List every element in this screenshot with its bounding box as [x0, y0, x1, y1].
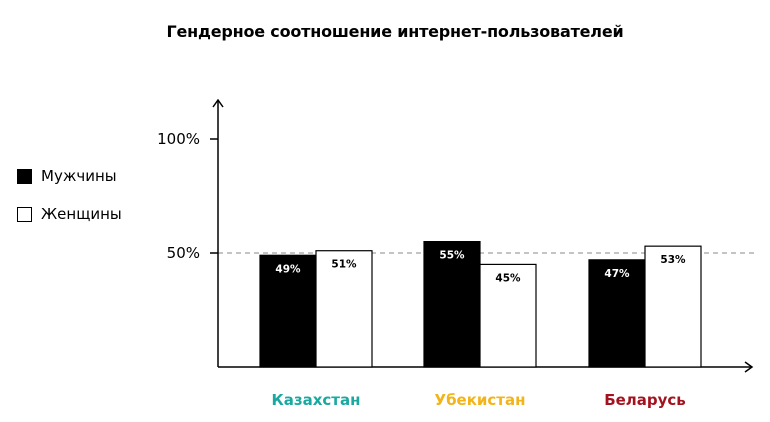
bar-men — [423, 241, 481, 368]
data-label: 49% — [275, 263, 301, 275]
legend-item-women: Женщины — [17, 203, 122, 225]
legend-label-men: Мужчины — [41, 167, 117, 185]
legend: Мужчины Женщины — [17, 165, 122, 241]
bar-men — [259, 254, 317, 368]
data-label: 47% — [604, 268, 630, 280]
legend-swatch-men — [17, 168, 32, 184]
category-label: Казахстан — [272, 391, 361, 409]
legend-label-women: Женщины — [41, 205, 122, 223]
bar-women — [479, 263, 537, 368]
category-label: Беларусь — [604, 391, 686, 409]
data-label: 53% — [660, 254, 686, 266]
y-axis-arrow — [212, 98, 224, 108]
bar-women — [315, 250, 373, 368]
data-label: 51% — [331, 259, 357, 271]
category-label: Убекистан — [435, 391, 526, 409]
data-label: 55% — [439, 250, 465, 262]
y-tick-label: 100% — [157, 130, 200, 148]
y-tick-label: 50% — [167, 244, 200, 262]
data-label: 45% — [495, 272, 521, 284]
legend-swatch-women — [17, 206, 32, 222]
bar-women — [644, 245, 702, 368]
x-axis-arrow — [744, 361, 754, 373]
chart-title: Гендерное соотношение интернет-пользоват… — [166, 22, 624, 41]
legend-item-men: Мужчины — [17, 165, 122, 187]
